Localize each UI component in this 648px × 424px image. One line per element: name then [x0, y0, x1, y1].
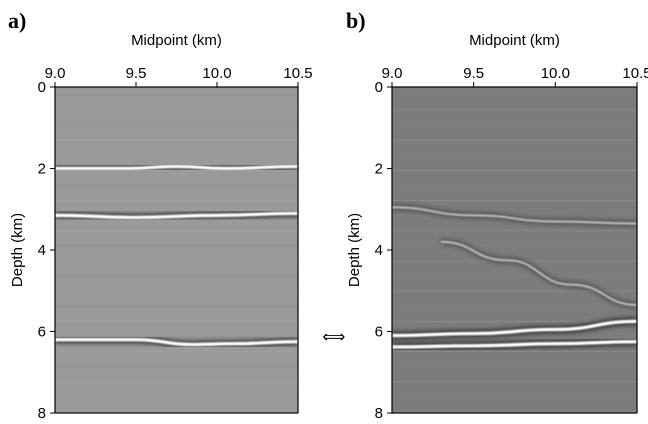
x-tick-label-b: 9.5 — [463, 65, 484, 82]
x-axis-title-b: Midpoint (km) — [469, 32, 560, 49]
x-tick-label-b: 9.0 — [382, 65, 403, 82]
double-arrow-icon: ⟺ — [323, 327, 346, 346]
y-tick-label-a: 6 — [38, 324, 46, 341]
reflector-a-1 — [55, 164, 298, 171]
panel-a-reflectors — [55, 94, 298, 413]
y-tick-label-a: 4 — [38, 242, 46, 259]
x-tick-label-b: 10.5 — [622, 65, 648, 82]
y-tick-label-b: 8 — [375, 405, 383, 422]
y-tick-label-a: 2 — [38, 161, 46, 178]
reflector-b-3 — [392, 319, 637, 338]
panel-a-image — [55, 87, 298, 413]
y-tick-label-b: 4 — [375, 242, 383, 259]
panel-label-b: b) — [346, 8, 366, 33]
x-tick-label-b: 10.0 — [541, 65, 570, 82]
y-tick-label-a: 0 — [38, 79, 46, 96]
x-tick-label-a: 10.5 — [283, 65, 312, 82]
reflector-b-4 — [392, 339, 637, 349]
y-axis-title-a: Depth (km) — [9, 213, 26, 287]
reflector-a-4 — [55, 337, 298, 347]
reflector-a-2 — [55, 211, 298, 220]
x-axis-title-a: Midpoint (km) — [131, 32, 222, 49]
x-tick-label-a: 9.0 — [45, 65, 66, 82]
y-tick-label-b: 6 — [375, 324, 383, 341]
panel-b-reflectors — [392, 94, 637, 413]
y-axis-title-b: Depth (km) — [346, 213, 363, 287]
reflector-b-1 — [392, 206, 637, 225]
x-tick-label-a: 9.5 — [126, 65, 147, 82]
x-tick-label-a: 10.0 — [202, 65, 231, 82]
panel-label-a: a) — [8, 8, 26, 33]
y-tick-label-b: 2 — [375, 161, 383, 178]
panel-b-image — [392, 87, 637, 413]
reflector-b-2 — [440, 240, 637, 307]
y-tick-label-b: 0 — [375, 79, 383, 96]
y-tick-label-a: 8 — [38, 405, 46, 422]
